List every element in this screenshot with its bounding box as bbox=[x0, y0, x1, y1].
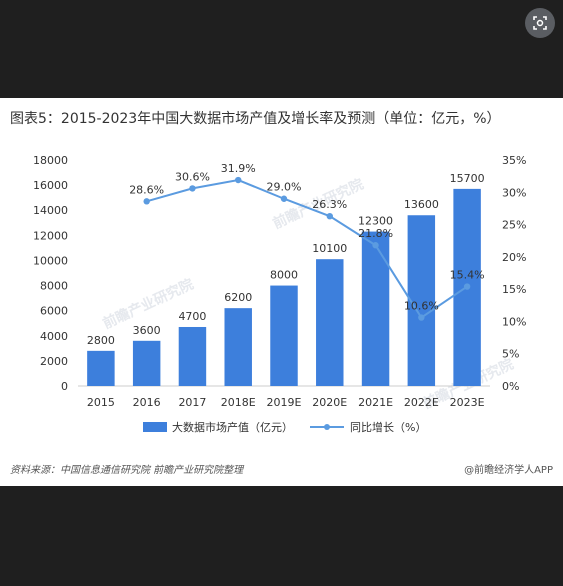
growth-point-2017 bbox=[189, 185, 196, 192]
bar-2016 bbox=[132, 340, 161, 386]
growth-value-label: 26.3% bbox=[312, 198, 347, 211]
y-right-tick-label: 10% bbox=[502, 315, 526, 328]
source-note: 资料来源：中国信息通信研究院 前瞻产业研究院整理 bbox=[10, 465, 244, 476]
chart-card: 图表5：2015-2023年中国大数据市场产值及增长率及预测（单位：亿元，%） … bbox=[0, 98, 563, 486]
bar-value-label: 13600 bbox=[404, 198, 439, 211]
x-tick-label: 2016 bbox=[133, 396, 161, 409]
x-tick-label: 2020E bbox=[312, 396, 347, 409]
x-tick-label: 2017 bbox=[178, 396, 206, 409]
bar-value-label: 3600 bbox=[133, 324, 161, 337]
bar-value-label: 15700 bbox=[450, 172, 485, 185]
y-left-tick-label: 16000 bbox=[33, 179, 68, 192]
x-tick-label: 2023E bbox=[450, 396, 485, 409]
x-tick-label: 2019E bbox=[267, 396, 302, 409]
growth-value-label: 10.6% bbox=[404, 300, 439, 313]
growth-value-label: 28.6% bbox=[129, 183, 164, 196]
bar-value-label: 4700 bbox=[178, 310, 206, 323]
chart-title: 图表5：2015-2023年中国大数据市场产值及增长率及预测（单位：亿元，%） bbox=[10, 111, 501, 127]
y-right-tick-label: 5% bbox=[502, 348, 519, 361]
x-tick-label: 2021E bbox=[358, 396, 393, 409]
legend-line-label: 同比增长（%） bbox=[350, 420, 426, 434]
y-left-tick-label: 0 bbox=[61, 380, 68, 393]
brand-note: @前瞻经济学人APP bbox=[464, 465, 553, 476]
lens-search-icon bbox=[533, 16, 547, 30]
growth-point-2018E bbox=[235, 176, 242, 184]
legend-line-marker bbox=[324, 424, 330, 430]
y-right-tick-label: 25% bbox=[502, 219, 526, 232]
legend-bar-swatch bbox=[143, 422, 167, 432]
y-right-tick-label: 20% bbox=[502, 251, 526, 264]
bar-value-label: 12300 bbox=[358, 215, 393, 228]
bar-value-label: 2800 bbox=[87, 334, 115, 347]
growth-point-2022E bbox=[418, 314, 425, 321]
growth-value-label: 29.0% bbox=[267, 181, 302, 194]
y-right-tick-label: 15% bbox=[502, 283, 526, 296]
growth-value-label: 30.6% bbox=[175, 170, 210, 183]
y-left-tick-label: 8000 bbox=[40, 280, 68, 293]
growth-value-label: 15.4% bbox=[450, 269, 485, 282]
growth-line bbox=[146, 178, 468, 319]
bar-2021E bbox=[361, 231, 390, 386]
growth-value-label: 31.9% bbox=[221, 162, 256, 175]
bar-2020E bbox=[316, 259, 344, 386]
bar-value-label: 10100 bbox=[312, 242, 347, 255]
bar-2017 bbox=[178, 326, 207, 386]
x-tick-label: 2022E bbox=[404, 396, 439, 409]
growth-point-2021E bbox=[372, 242, 379, 249]
y-left-tick-label: 4000 bbox=[40, 330, 68, 343]
bar-2022E bbox=[407, 215, 436, 386]
bar-2018E bbox=[224, 308, 252, 386]
y-right-tick-label: 0% bbox=[502, 380, 519, 393]
x-tick-label: 2018E bbox=[221, 396, 256, 409]
y-left-tick-label: 2000 bbox=[40, 355, 68, 368]
y-left-tick-label: 10000 bbox=[33, 254, 68, 267]
bar-value-label: 6200 bbox=[224, 291, 252, 304]
chart-svg: 前瞻产业研究院前瞻产业研究院前瞻产业研究院0200040006000800010… bbox=[33, 154, 526, 434]
y-left-tick-label: 14000 bbox=[33, 204, 68, 217]
growth-point-2020E bbox=[326, 212, 333, 220]
x-tick-label: 2015 bbox=[87, 396, 115, 409]
growth-point-2019E bbox=[280, 195, 288, 202]
lens-search-button[interactable] bbox=[525, 8, 555, 38]
growth-point-2016 bbox=[143, 198, 150, 205]
y-left-tick-label: 6000 bbox=[40, 305, 68, 318]
bar-2019E bbox=[270, 285, 298, 386]
bar-value-label: 8000 bbox=[270, 269, 298, 282]
y-left-tick-label: 12000 bbox=[33, 229, 68, 242]
y-left-tick-label: 18000 bbox=[33, 154, 68, 167]
y-right-tick-label: 30% bbox=[502, 186, 526, 199]
growth-value-label: 21.8% bbox=[358, 227, 393, 240]
growth-point-2023E bbox=[463, 283, 471, 290]
legend-bar-label: 大数据市场产值（亿元） bbox=[172, 420, 293, 434]
y-right-tick-label: 35% bbox=[502, 154, 526, 167]
bar-2015 bbox=[87, 350, 115, 386]
